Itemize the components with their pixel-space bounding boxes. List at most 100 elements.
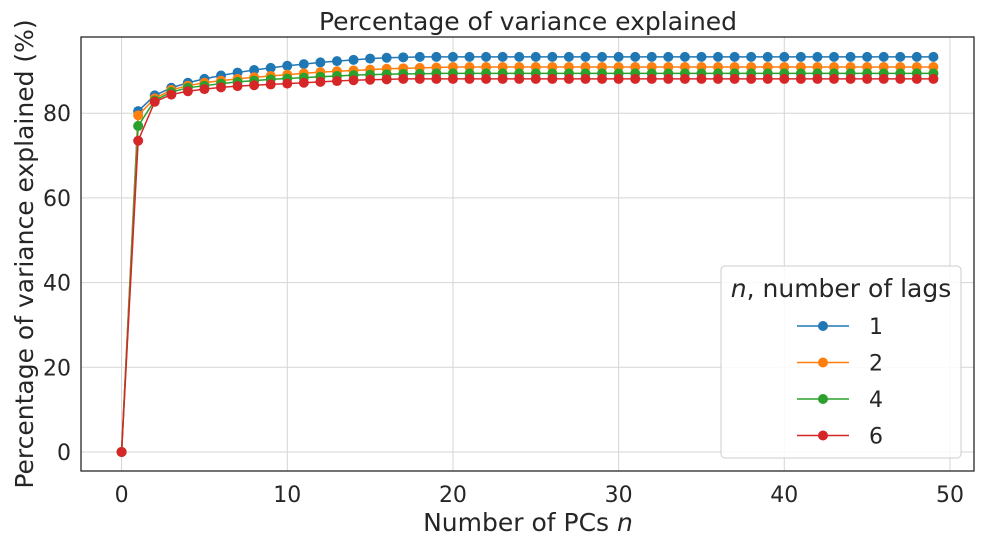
data-point	[580, 73, 591, 84]
data-point	[133, 135, 144, 146]
legend-title: n, number of lags	[731, 274, 951, 303]
x-tick-label: 30	[605, 483, 633, 508]
data-point	[713, 51, 724, 62]
data-point	[249, 65, 260, 76]
y-tick-label: 40	[43, 272, 71, 297]
legend-entries: 1 2 4 6	[797, 315, 883, 450]
data-point	[149, 96, 160, 107]
data-point	[845, 51, 856, 62]
x-tick-labels: 0 10 20 30 40 50	[115, 483, 964, 508]
data-point	[911, 51, 922, 62]
y-tick-label: 0	[57, 441, 71, 466]
data-point	[878, 73, 889, 84]
data-point	[282, 78, 293, 89]
data-point	[514, 51, 525, 62]
data-point	[298, 59, 309, 70]
legend-entry-6: 6	[797, 425, 883, 450]
data-point	[199, 84, 210, 95]
data-point	[862, 73, 873, 84]
data-point	[762, 73, 773, 84]
y-axis-label: Percentage of variance explained (%)	[10, 19, 39, 488]
data-point	[829, 73, 840, 84]
x-tick-label: 40	[770, 483, 798, 508]
data-point	[746, 73, 757, 84]
data-point	[563, 51, 574, 62]
data-point	[365, 74, 376, 85]
y-tick-label: 80	[43, 102, 71, 127]
data-point	[895, 51, 906, 62]
data-point	[613, 51, 624, 62]
data-point	[696, 73, 707, 84]
data-point	[911, 73, 922, 84]
data-point	[249, 80, 260, 91]
legend-entry-2: 2	[797, 352, 883, 377]
x-tick-label: 50	[936, 483, 964, 508]
data-point	[464, 73, 475, 84]
legend-marker	[818, 430, 828, 441]
series-6	[116, 73, 939, 457]
data-point	[414, 73, 425, 84]
data-point	[166, 89, 177, 100]
data-point	[232, 81, 243, 92]
chart-title: Percentage of variance explained	[319, 7, 737, 36]
data-point	[679, 73, 690, 84]
data-point	[464, 51, 475, 62]
x-tick-label: 0	[115, 483, 129, 508]
data-point	[580, 51, 591, 62]
data-point	[497, 51, 508, 62]
data-point	[530, 51, 541, 62]
legend-marker	[818, 357, 828, 368]
data-point	[265, 79, 276, 90]
data-point	[414, 51, 425, 62]
data-point	[746, 51, 757, 62]
data-point	[928, 73, 939, 84]
data-point	[895, 73, 906, 84]
data-point	[613, 73, 624, 84]
data-point	[795, 73, 806, 84]
legend-label: 6	[869, 425, 883, 450]
legend-title-text: , number of lags	[747, 274, 952, 303]
data-point	[862, 51, 873, 62]
data-point	[348, 54, 359, 65]
data-point	[398, 73, 409, 84]
data-point	[597, 73, 608, 84]
legend-marker	[818, 394, 828, 404]
data-point	[713, 73, 724, 84]
data-point	[845, 73, 856, 84]
data-point	[779, 51, 790, 62]
data-point	[812, 73, 823, 84]
data-point	[497, 73, 508, 84]
data-point	[696, 51, 707, 62]
data-point	[481, 51, 492, 62]
data-point	[298, 77, 309, 88]
data-point	[315, 76, 326, 87]
data-point	[928, 51, 939, 62]
x-axis-label-var: n	[617, 508, 633, 537]
data-point	[630, 73, 641, 84]
data-point	[514, 73, 525, 84]
data-point	[215, 82, 226, 93]
data-point	[331, 76, 342, 87]
data-point	[133, 110, 144, 121]
data-point	[663, 73, 674, 84]
x-tick-label: 10	[273, 483, 301, 508]
data-point	[547, 51, 558, 62]
data-point	[447, 51, 458, 62]
data-point	[530, 73, 541, 84]
y-tick-label: 20	[43, 356, 71, 381]
y-tick-labels: 0 20 40 60 80	[43, 102, 71, 466]
data-point	[381, 52, 392, 63]
data-point	[431, 73, 442, 84]
data-point	[265, 62, 276, 73]
legend-marker	[818, 321, 828, 331]
data-point	[563, 73, 574, 84]
data-point	[481, 73, 492, 84]
data-point	[597, 51, 608, 62]
data-point	[315, 57, 326, 68]
data-point	[663, 51, 674, 62]
legend-entry-4: 4	[797, 388, 883, 413]
data-point	[116, 446, 127, 457]
data-point	[829, 51, 840, 62]
data-point	[282, 60, 293, 71]
